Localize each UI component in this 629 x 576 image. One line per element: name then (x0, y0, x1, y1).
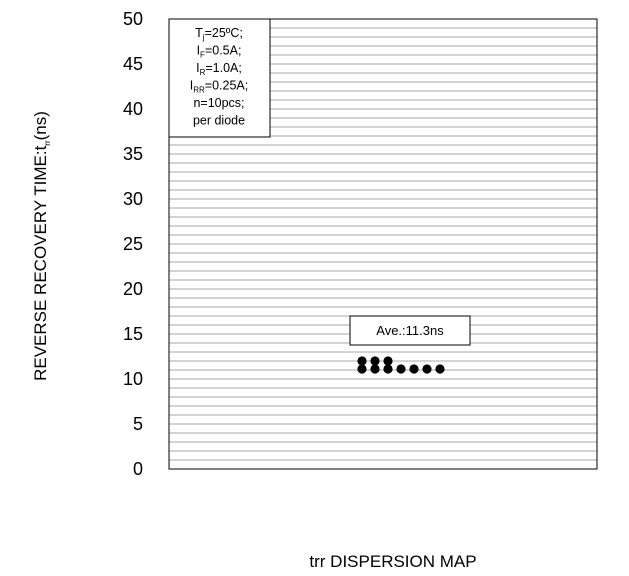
grid-lines (169, 27, 597, 461)
average-annotation-text: Ave.:11.3ns (376, 323, 444, 338)
y-tick-label: 10 (123, 369, 143, 389)
y-tick-label: 25 (123, 234, 143, 254)
legend-line: per diode (193, 114, 245, 128)
data-points (357, 356, 445, 374)
y-tick-label: 30 (123, 189, 143, 209)
y-tick-label: 40 (123, 99, 143, 119)
y-axis-label-unit: (ns) (31, 111, 50, 140)
y-axis-label-main: REVERSE RECOVERY TIME:t (31, 145, 50, 381)
legend-line: IRR=0.25A; (190, 79, 249, 95)
y-axis-label: REVERSE RECOVERY TIME:trr(ns) (31, 111, 52, 381)
data-point (370, 364, 380, 374)
data-point (357, 356, 367, 366)
legend-box (168, 18, 271, 138)
legend-line: n=10pcs; (193, 96, 244, 110)
data-point (435, 364, 445, 374)
plot-area (168, 18, 598, 470)
data-point (370, 356, 380, 366)
y-tick-label: 15 (123, 324, 143, 344)
y-tick-label: 35 (123, 144, 143, 164)
legend-line: IR=1.0A; (196, 61, 242, 77)
average-annotation-box (349, 315, 471, 346)
data-point (357, 364, 367, 374)
y-tick-label: 45 (123, 54, 143, 74)
y-tick-label: 5 (133, 414, 143, 434)
y-tick-label: 20 (123, 279, 143, 299)
data-point (396, 364, 406, 374)
chart-title: trr DISPERSION MAP (309, 552, 476, 571)
data-point (409, 364, 419, 374)
legend-line: Tj=25ºC; (195, 26, 243, 42)
average-annotation: Ave.:11.3ns (349, 315, 471, 346)
data-point (383, 356, 393, 366)
y-tick-label: 0 (133, 459, 143, 479)
y-tick-label: 50 (123, 9, 143, 29)
data-point (422, 364, 432, 374)
data-point (383, 364, 393, 374)
legend: Tj=25ºC; IF=0.5A;IR=1.0A; IRR=0.25A;n=10pc… (168, 18, 271, 138)
legend-line: IF=0.5A; (197, 44, 242, 60)
y-axis-label-sub: rr (43, 140, 52, 146)
y-axis-ticks: 0 5 10 15 20 25 30 35 40 45 50 (123, 9, 143, 479)
